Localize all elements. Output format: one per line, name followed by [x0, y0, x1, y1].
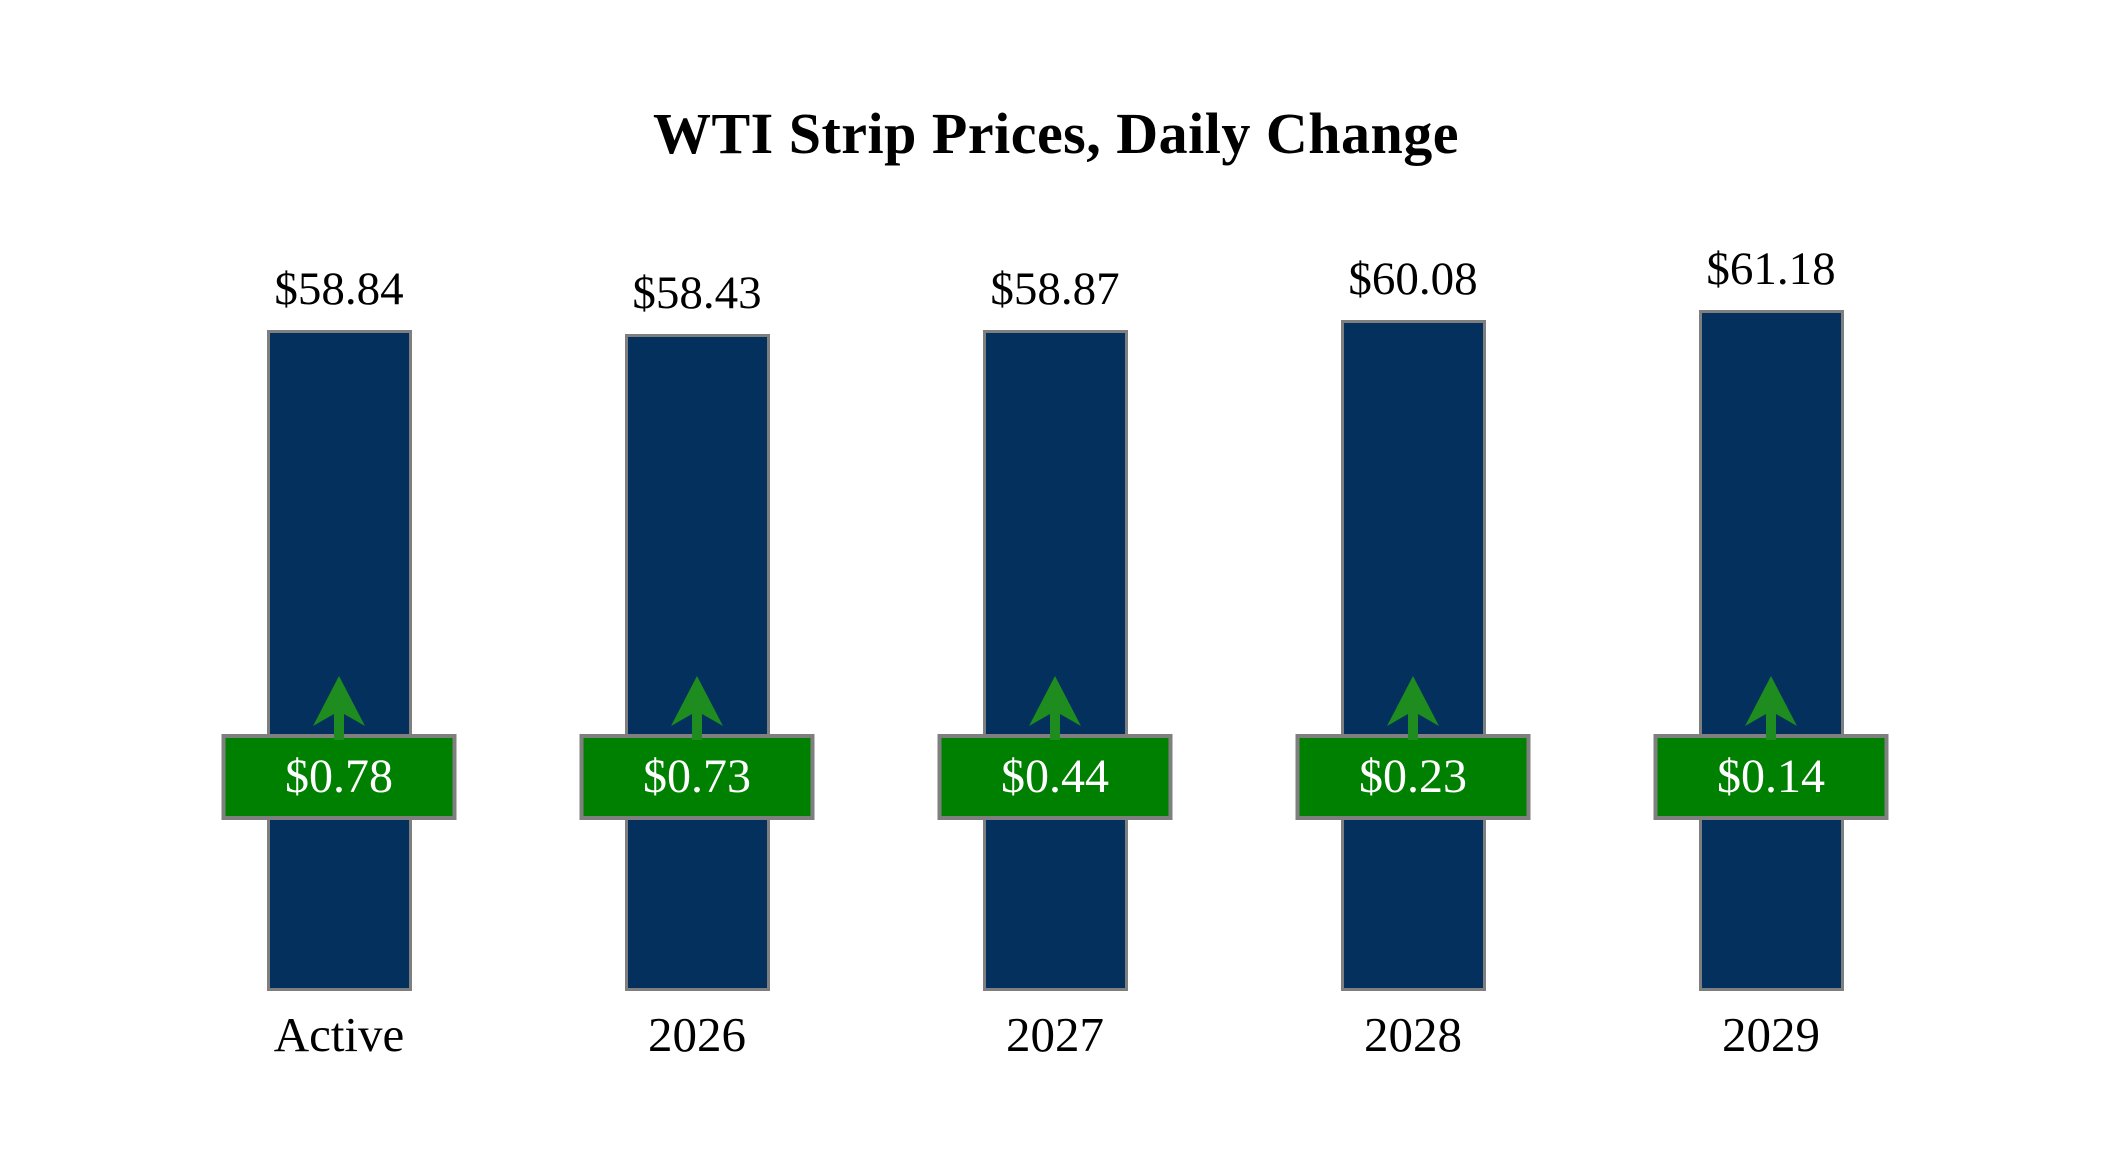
category-label: 2029: [1722, 1007, 1820, 1063]
daily-change-value: $0.14: [1717, 750, 1825, 803]
price-bar: [982, 330, 1128, 992]
category-label: Active: [273, 1007, 405, 1063]
up-arrow-icon: [1745, 676, 1797, 740]
up-arrow-shape: [1387, 676, 1439, 740]
daily-change-badge: $0.73: [579, 734, 815, 820]
up-arrow-shape: [1745, 676, 1797, 740]
up-arrow-icon: [313, 676, 365, 740]
daily-change-value: $0.78: [285, 750, 393, 803]
category-label: 2026: [648, 1007, 746, 1063]
up-arrow-icon: [1387, 676, 1439, 740]
strip-price-label: $58.43: [632, 267, 762, 320]
strip-price-label: $58.84: [274, 263, 404, 316]
daily-change-badge: $0.78: [221, 734, 457, 820]
strip-price-label: $58.87: [990, 263, 1120, 316]
daily-change-badge: $0.23: [1295, 734, 1531, 820]
price-bar: [1340, 320, 1486, 992]
chart-title: WTI Strip Prices, Daily Change: [652, 101, 1460, 166]
price-bar: [266, 330, 412, 992]
price-bar: [1698, 310, 1844, 992]
daily-change-value: $0.23: [1359, 750, 1467, 803]
daily-change-badge: $0.14: [1653, 734, 1889, 820]
daily-change-value: $0.44: [1001, 750, 1109, 803]
up-arrow-icon: [671, 676, 723, 740]
chart-plot-area: $58.84 Active $0.78 $58.43 2026 $0.73 $5…: [160, 244, 1950, 1062]
up-arrow-shape: [1029, 676, 1081, 740]
up-arrow-icon: [1029, 676, 1081, 740]
category-label: 2028: [1364, 1007, 1462, 1063]
strip-price-label: $61.18: [1706, 243, 1836, 296]
up-arrow-shape: [313, 676, 365, 740]
bar-column: $61.18 2029 $0.14: [1592, 244, 1950, 1062]
up-arrow-shape: [671, 676, 723, 740]
bar-column: $58.84 Active $0.78: [160, 264, 518, 1062]
daily-change-badge: $0.44: [937, 734, 1173, 820]
bar-column: $60.08 2028 $0.23: [1234, 254, 1592, 1062]
price-bar: [624, 334, 770, 992]
strip-price-label: $60.08: [1348, 253, 1478, 306]
daily-change-value: $0.73: [643, 750, 751, 803]
bar-column: $58.43 2026 $0.73: [518, 268, 876, 1062]
bar-column: $58.87 2027 $0.44: [876, 264, 1234, 1062]
category-label: 2027: [1006, 1007, 1104, 1063]
